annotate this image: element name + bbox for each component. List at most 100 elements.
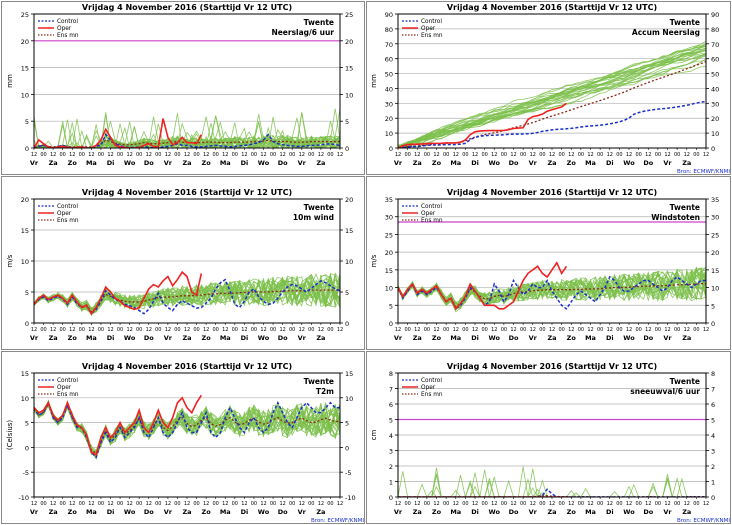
x-hour-label: 00	[558, 152, 564, 158]
ensmn-line	[34, 289, 340, 313]
x-day-label: Ma	[585, 159, 596, 167]
x-day-label: Do	[643, 508, 653, 516]
x-day-label: Vr	[663, 159, 672, 167]
x-hour-label: 00	[174, 327, 180, 333]
x-hour-label: 00	[539, 327, 545, 333]
x-day-label: Vr	[30, 334, 39, 342]
legend-entry: Control	[421, 204, 442, 210]
y-tick-label-right: 5	[711, 302, 715, 310]
x-hour-label: 12	[549, 152, 555, 158]
y-tick-label-right: 25	[711, 231, 719, 239]
y-tick-label-right: 10	[345, 395, 353, 403]
oper-line	[398, 261, 568, 311]
legend-entry: Oper	[421, 385, 436, 391]
x-hour-label: 00	[98, 501, 104, 507]
x-day-label: Ma	[86, 159, 97, 167]
x-hour-label: 00	[693, 152, 699, 158]
x-hour-label: 12	[645, 327, 651, 333]
x-day-label: Vr	[394, 159, 403, 167]
x-hour-label: 00	[174, 152, 180, 158]
y-tick-label: 7	[389, 386, 393, 394]
x-hour-label: 12	[491, 327, 497, 333]
ensemble-member-line	[398, 485, 706, 497]
ensemble-member-line	[398, 487, 706, 497]
station-name: Twente	[670, 377, 700, 386]
x-hour-label: 12	[299, 152, 305, 158]
x-hour-label: 12	[222, 152, 228, 158]
x-hour-label: 12	[184, 501, 190, 507]
x-hour-label: 12	[260, 152, 266, 158]
x-hour-label: 12	[703, 327, 709, 333]
x-hour-label: 12	[31, 152, 37, 158]
x-hour-label: 12	[395, 152, 401, 158]
ensemble-member-line	[398, 477, 706, 497]
x-day-label: Za	[547, 159, 556, 167]
x-hour-label: 12	[126, 327, 132, 333]
x-hour-label: 12	[433, 327, 439, 333]
x-day-label: Ma	[450, 334, 461, 342]
x-hour-label: 00	[693, 501, 699, 507]
panel-title: Vrijdag 4 November 2016 (Starttijd Vr 12…	[447, 3, 657, 12]
x-hour-label: 12	[126, 152, 132, 158]
y-tick-label-right: 35	[711, 196, 719, 204]
x-day-label: Zo	[432, 159, 442, 167]
x-hour-label: 00	[635, 152, 641, 158]
x-hour-label: 12	[530, 327, 536, 333]
x-hour-label: 12	[684, 152, 690, 158]
y-tick-label-right: -5	[345, 469, 351, 477]
ensemble-member-line	[398, 46, 706, 148]
ensemble-member-line	[398, 489, 706, 497]
x-hour-label: 12	[664, 501, 670, 507]
x-day-label: Vr	[529, 334, 538, 342]
y-tick-label-right: 80	[711, 26, 719, 34]
x-hour-label: 12	[626, 501, 632, 507]
x-hour-label: 12	[260, 501, 266, 507]
legend-entry: Ens mn	[57, 218, 79, 224]
x-day-label: Vr	[30, 159, 39, 167]
panel-subtitle: Neerslag/6 uur	[271, 28, 334, 37]
x-day-label: Za	[316, 159, 325, 167]
y-tick-label: 20	[21, 38, 29, 46]
x-day-label: Vr	[663, 508, 672, 516]
x-day-label: Za	[547, 334, 556, 342]
y-tick-label-right: -10	[345, 494, 356, 502]
y-tick-label-right: 5	[345, 420, 349, 428]
source-label: Bron: ECMWF/KNMI	[677, 518, 730, 524]
x-hour-label: 00	[270, 152, 276, 158]
x-hour-label: 00	[655, 327, 661, 333]
y-tick-label: 15	[21, 227, 29, 235]
ensmn-line	[34, 402, 340, 455]
x-day-label: Di	[606, 334, 614, 342]
ensemble-member-line	[398, 266, 706, 306]
x-hour-label: 00	[558, 327, 564, 333]
x-day-label: Ma	[220, 508, 231, 516]
x-hour-label: 12	[414, 327, 420, 333]
ensemble-members-t2m	[34, 399, 340, 460]
x-hour-label: 00	[193, 327, 199, 333]
x-hour-label: 12	[395, 501, 401, 507]
x-hour-label: 12	[165, 327, 171, 333]
x-day-label: Zo	[567, 334, 577, 342]
y-tick-label-right: 5	[345, 289, 349, 297]
y-tick-label-right: 0	[345, 145, 349, 153]
x-hour-label: 12	[88, 152, 94, 158]
x-day-label: Za	[316, 334, 325, 342]
x-day-label: Zo	[432, 508, 442, 516]
x-hour-label: 12	[549, 501, 555, 507]
x-hour-label: 00	[308, 327, 314, 333]
x-day-label: Wo	[623, 159, 635, 167]
y-tick-label-right: 25	[345, 11, 353, 19]
y-tick-label: 20	[21, 196, 29, 204]
x-hour-label: 00	[193, 152, 199, 158]
y-axis-label: m/s	[6, 254, 14, 267]
x-hour-label: 00	[98, 327, 104, 333]
panel-frame-t2m	[1, 351, 365, 524]
x-day-label: Wo	[258, 159, 270, 167]
x-day-label: Di	[606, 508, 614, 516]
x-hour-label: 12	[184, 327, 190, 333]
y-tick-label: 6	[389, 401, 393, 409]
panel-frame-windstoten	[366, 176, 731, 350]
